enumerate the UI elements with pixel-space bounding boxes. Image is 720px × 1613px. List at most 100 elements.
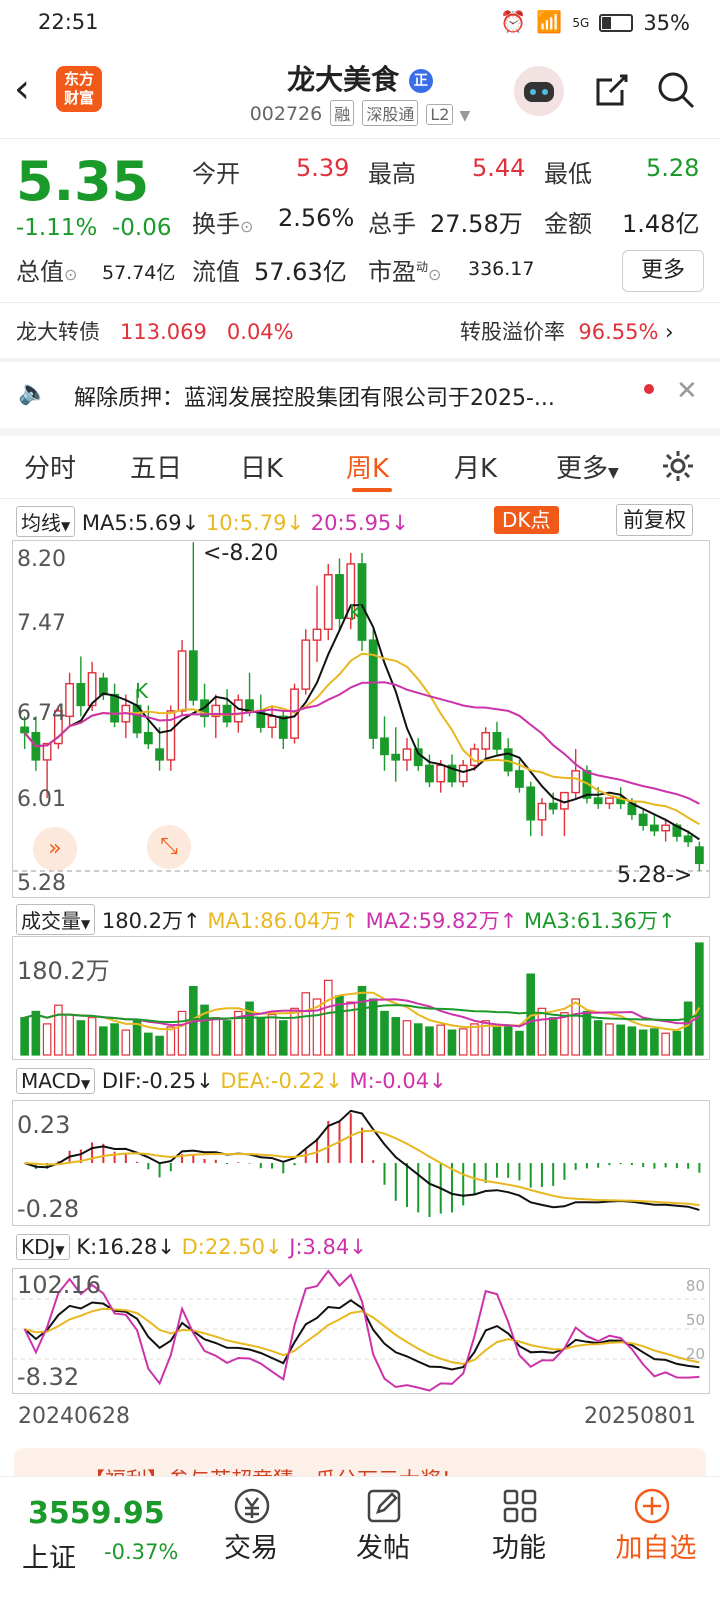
kdj-panel[interactable]: 102.16 -8.32 80 50 20 [12, 1268, 710, 1394]
volume-bar [233, 1010, 243, 1056]
candle-body [593, 797, 603, 805]
kline-panel[interactable]: 8.20 7.47 6.74 6.01 5.28 <-8.20 5.28-> K… [12, 540, 710, 898]
zheng-badge: 正 [408, 69, 433, 93]
candle-body [571, 770, 581, 794]
logo-line2: 财富 [63, 89, 94, 107]
volume-bar [503, 1024, 513, 1056]
candle-body [458, 764, 468, 783]
ma-legend: 均线▼ MA5:5.69↓ 10:5.79↓ 20:5.95↓ [16, 506, 409, 537]
notice-bar[interactable]: 🔈 解除质押：蓝润发展控股集团有限公司于2025-... ✕ [0, 362, 720, 426]
volume-bar [20, 1017, 29, 1056]
close-icon[interactable]: ✕ [676, 376, 698, 406]
tab-intraday[interactable]: 分时 [24, 454, 77, 484]
volume-bar [278, 1020, 288, 1056]
volume-bar [560, 1012, 569, 1056]
premium-value: 96.55% [578, 320, 659, 344]
volume-bar [661, 1032, 670, 1056]
search-icon[interactable] [656, 70, 696, 110]
macd-selector[interactable]: MACD▼ [16, 1068, 96, 1094]
expand-left-icon[interactable]: » [33, 827, 77, 871]
tag-level2: L2 [426, 104, 454, 125]
tab-five-day[interactable]: 五日 [130, 454, 183, 484]
kdj-j-line [23, 1269, 700, 1392]
index-name[interactable]: 上证 [22, 1543, 76, 1574]
forward-adjust-button[interactable]: 前复权 [616, 504, 693, 536]
candle-body [98, 677, 108, 696]
convertible-bond-row[interactable]: 龙大转债 113.069 0.04% [16, 316, 294, 346]
candle-body [323, 574, 333, 630]
notice-text: 解除质押：蓝润发展控股集团有限公司于2025-... [74, 386, 555, 411]
index-value[interactable]: 3559.95 [28, 1496, 165, 1531]
candle-body [481, 731, 491, 750]
share-icon[interactable] [592, 70, 632, 110]
more-button[interactable]: 更多 [622, 250, 704, 292]
status-bar: 22:51 ⏰ 📶 5G 35% [0, 0, 720, 46]
kdj-axis-top: 102.16 [17, 1271, 101, 1299]
tab-more[interactable]: 更多▼ [556, 454, 619, 484]
current-price: 5.35 [16, 150, 150, 213]
candle-body [548, 802, 558, 810]
trade-button[interactable]: 交易 [224, 1533, 278, 1564]
stock-name: 龙大美食 [287, 63, 400, 96]
candle-body [233, 699, 243, 723]
volume-bar [132, 1020, 142, 1056]
zoom-icon[interactable]: ⤡ [147, 825, 191, 869]
candle-body [391, 753, 401, 761]
trade-icon[interactable] [232, 1486, 272, 1526]
tag-connect: 深股通 [362, 100, 419, 126]
back-button[interactable]: ‹ [14, 66, 30, 112]
ma5-value: MA5:5.69↓ [81, 511, 200, 535]
candle-body [278, 715, 288, 739]
macd-panel[interactable]: 0.23 -0.28 [12, 1100, 710, 1226]
stock-header [0, 46, 720, 139]
volume-bar [357, 985, 367, 1056]
volume-value: 27.58万 [430, 210, 523, 238]
macd-dif: DIF:-0.25↓ [101, 1069, 214, 1093]
gear-icon[interactable] [660, 448, 696, 484]
volume-bar [402, 1020, 412, 1056]
y-label-bottom: 5.28 [17, 871, 66, 896]
tab-daily-k[interactable]: 日K [240, 454, 284, 484]
add-watchlist-button[interactable]: 加自选 [615, 1533, 697, 1564]
volume-bar [380, 1010, 389, 1056]
k-marker: K [349, 601, 363, 625]
kdj-j: J:3.84↓ [289, 1235, 367, 1259]
post-button[interactable]: 发帖 [356, 1533, 410, 1564]
candle-body [166, 710, 176, 761]
period-tabs: 分时 五日 日K 周K 月K 更多▼ [0, 440, 720, 496]
add-watchlist-icon[interactable] [632, 1486, 672, 1526]
volume-bar [346, 1001, 356, 1056]
stock-code: 002726 [249, 103, 323, 125]
volume-bar [121, 1029, 131, 1056]
dk-point-button[interactable]: DK点 [494, 506, 559, 534]
function-button[interactable]: 功能 [492, 1533, 546, 1564]
volume-bar [458, 1028, 468, 1056]
high-marker: <-8.20 [203, 541, 279, 566]
kdj-k: K:16.28↓ [76, 1235, 175, 1259]
unread-dot [644, 384, 654, 394]
volume-panel[interactable]: 180.2万 [12, 936, 710, 1060]
assistant-robot-icon[interactable] [514, 66, 564, 116]
tab-weekly-k[interactable]: 周K [346, 454, 390, 484]
ma-selector[interactable]: 均线▼ [16, 506, 76, 537]
index-change: -0.37% [104, 1540, 179, 1564]
volume-bar [627, 1026, 637, 1056]
candle-body [380, 737, 389, 756]
post-icon[interactable] [364, 1486, 404, 1526]
volume-bar [312, 998, 322, 1056]
low-label: 最低 [544, 160, 592, 188]
premium-row[interactable]: 转股溢价率 96.55% › [460, 316, 674, 346]
volume-selector[interactable]: 成交量▼ [16, 904, 96, 935]
kdj-selector[interactable]: KDJ▼ [16, 1234, 70, 1260]
macd-m: M:-0.04↓ [349, 1069, 447, 1093]
volume-bar [481, 1020, 491, 1056]
candle-body [42, 742, 52, 761]
k-marker-2: K [135, 679, 149, 703]
change-amount: -0.06 [112, 215, 172, 241]
function-icon[interactable] [500, 1486, 540, 1526]
candle-body [143, 731, 153, 745]
stock-subtitle[interactable]: 002726 融 深股通 L2 ▼ [0, 100, 720, 126]
app-logo[interactable]: 东方 财富 [56, 66, 102, 112]
tab-monthly-k[interactable]: 月K [454, 454, 498, 484]
kdj-axis-bottom: -8.32 [17, 1363, 80, 1391]
